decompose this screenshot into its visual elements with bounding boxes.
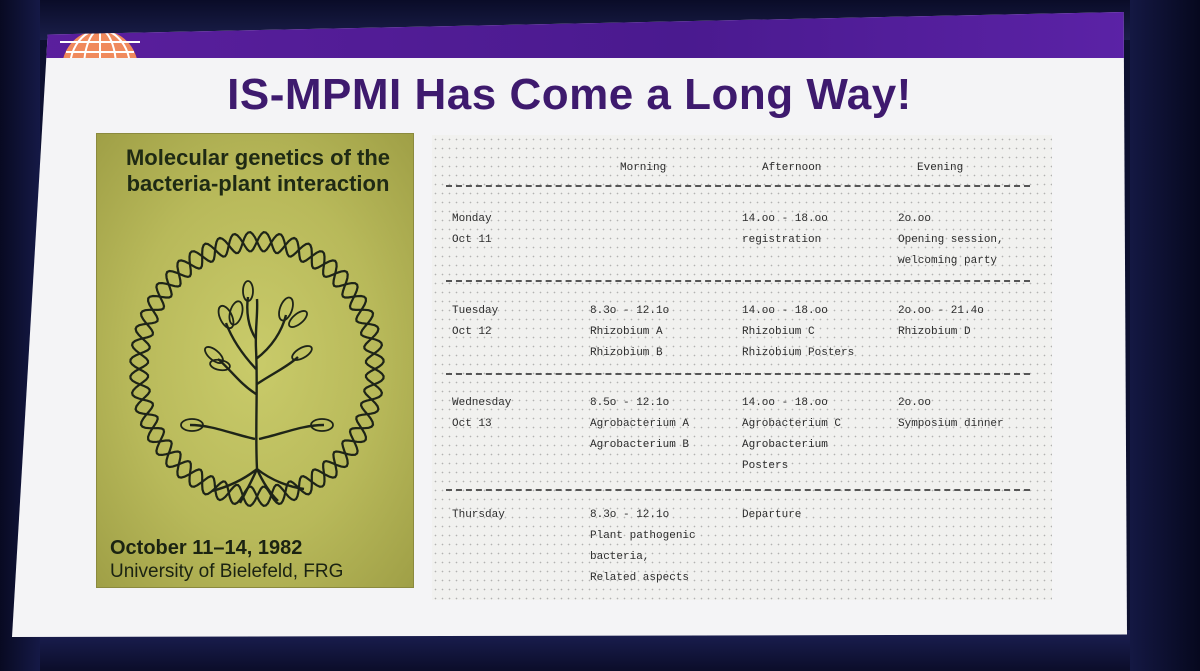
schedule-cell-afternoon: 14.oo - 18.oo	[742, 397, 828, 409]
schedule-cell-evening: 2o.oo	[898, 213, 932, 225]
schedule-cell-evening: welcoming party	[898, 255, 998, 267]
schedule-cell-morning: Plant pathogenic	[590, 530, 696, 542]
schedule-cell-evening: Symposium dinner	[898, 418, 1004, 430]
schedule-cell-day: Wednesday	[452, 397, 512, 409]
poster-place: University of Bielefeld, FRG	[110, 561, 344, 582]
schedule-cell-morning: Agrobacterium B	[590, 439, 690, 451]
schedule-cell-day: Oct 12	[452, 326, 492, 338]
schedule-cell-afternoon: Rhizobium Posters	[742, 347, 855, 359]
projection-screen: IS-MPMI Has Come a Long Way! Molecular g…	[12, 12, 1127, 637]
dashed-row-divider	[446, 489, 1030, 491]
slide-title: IS-MPMI Has Come a Long Way!	[227, 70, 912, 119]
column-header-evening: Evening	[917, 162, 964, 174]
schedule-cell-evening: Rhizobium D	[898, 326, 971, 338]
schedule-cell-day: Oct 11	[452, 234, 492, 246]
schedule-cell-morning: bacteria,	[590, 551, 650, 563]
schedule-cell-afternoon: Agrobacterium C	[742, 418, 842, 430]
poster-title-line-1: Molecular genetics of the	[125, 145, 391, 170]
schedule-cell-morning: 8.5o - 12.1o	[590, 397, 670, 409]
schedule-cell-day: Monday	[452, 213, 492, 225]
schedule-cell-day: Oct 13	[452, 418, 492, 430]
schedule-cell-afternoon: registration	[742, 234, 822, 246]
schedule-cell-afternoon: 14.oo - 18.oo	[742, 305, 828, 317]
schedule-cell-afternoon: Departure	[742, 509, 802, 521]
schedule-cell-evening: Opening session,	[898, 234, 1004, 246]
schedule-cell-morning: Rhizobium A	[590, 326, 663, 338]
tree-leaves	[180, 280, 334, 432]
schedule-cell-afternoon: Posters	[742, 460, 789, 472]
dna-ring-tree-illustration	[129, 231, 385, 507]
tree-drawing	[189, 296, 325, 504]
dashed-row-divider	[446, 280, 1030, 282]
schedule-cell-morning: Rhizobium B	[590, 347, 663, 359]
dna-helix-ring	[129, 231, 385, 507]
schedule-cell-afternoon: 14.oo - 18.oo	[742, 213, 828, 225]
schedule-cell-morning: Agrobacterium A	[590, 418, 690, 430]
schedule-cell-morning: Related aspects	[590, 572, 690, 584]
schedule-cell-day: Tuesday	[452, 305, 499, 317]
schedule-cell-morning: 8.3o - 12.1o	[590, 509, 670, 521]
schedule-table: Morning Afternoon Evening Monday Oct 11 14…	[432, 135, 1052, 600]
dashed-row-divider	[446, 373, 1030, 375]
dashed-row-divider	[446, 185, 1030, 187]
room-background-bottom	[0, 630, 1200, 671]
poster-title-line-2: bacteria-plant interaction	[126, 171, 390, 196]
globe-logo-icon	[60, 28, 140, 58]
schedule-cell-day: Thursday	[452, 509, 505, 521]
poster-title: Molecular genetics of the bacteria-plant…	[110, 145, 406, 197]
schedule-cell-morning: 8.3o - 12.1o	[590, 305, 670, 317]
conference-poster: Molecular genetics of the bacteria-plant…	[96, 133, 414, 588]
poster-date: October 11–14, 1982	[110, 537, 303, 559]
schedule-cell-evening: 2o.oo	[898, 397, 932, 409]
column-header-afternoon: Afternoon	[762, 162, 822, 174]
schedule-cell-afternoon: Agrobacterium	[742, 439, 828, 451]
schedule-cell-afternoon: Rhizobium C	[742, 326, 815, 338]
column-header-morning: Morning	[620, 162, 667, 174]
room-background-right	[1130, 0, 1200, 671]
schedule-cell-evening: 2o.oo - 21.4o	[898, 305, 984, 317]
